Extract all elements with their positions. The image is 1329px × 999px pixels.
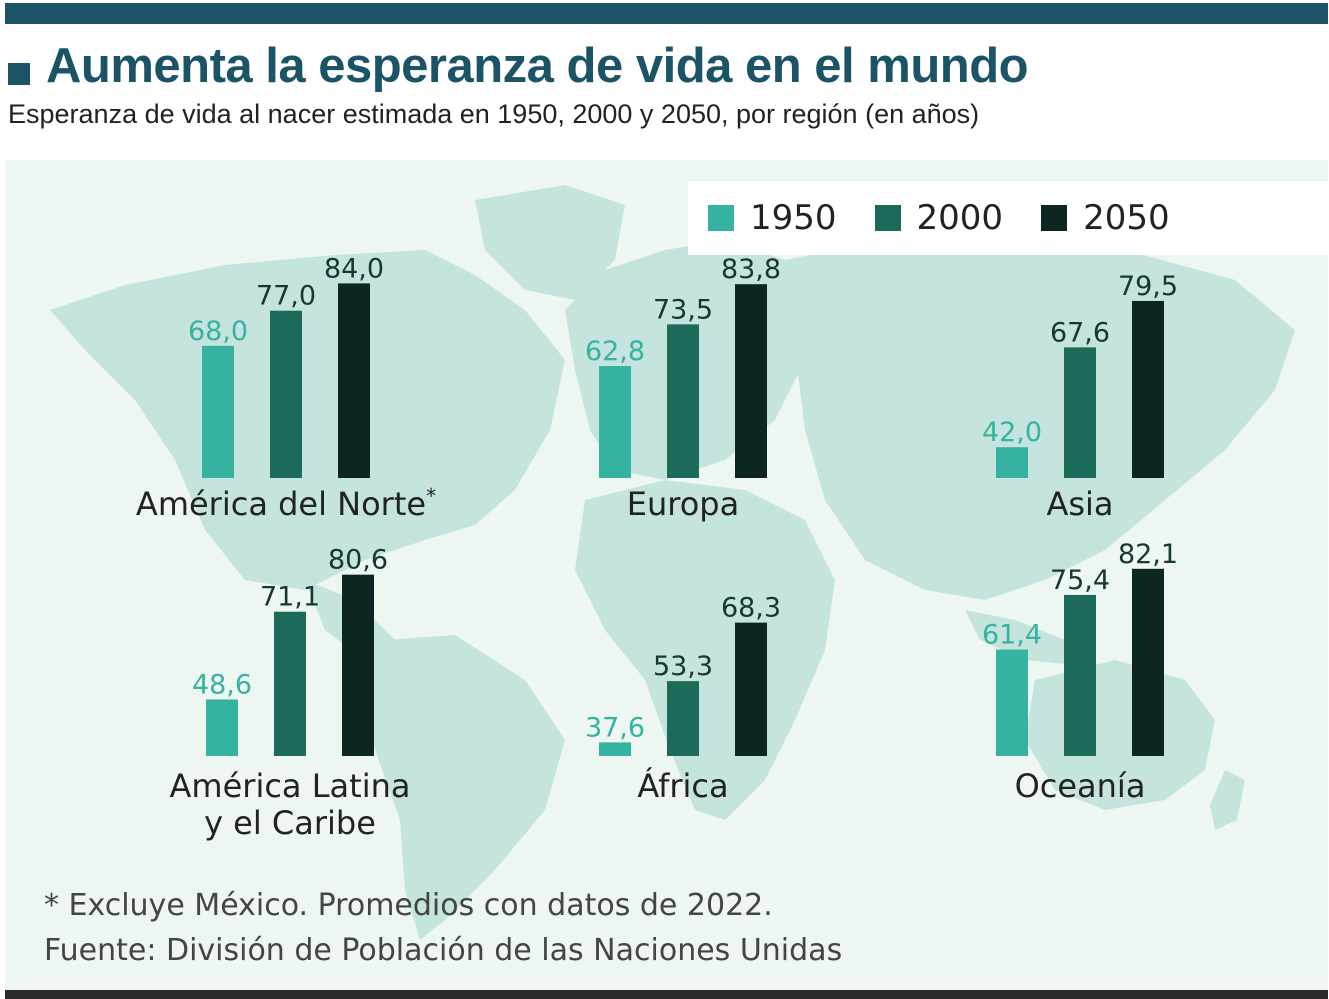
bar-oceania-2050 — [1132, 568, 1164, 756]
top-accent-bar — [5, 3, 1328, 24]
region-label-america-del-norte: América del Norte* — [136, 484, 436, 523]
region-label-europa: Europa — [627, 485, 739, 523]
value-label-africa-2000: 53,3 — [653, 651, 713, 682]
bar-oceania-1950 — [996, 649, 1028, 756]
world-map-panel — [5, 160, 1328, 990]
bar-america-del-norte-1950 — [202, 345, 234, 478]
value-label-oceania-2050: 82,1 — [1118, 539, 1178, 570]
value-label-america-del-norte-2000: 77,0 — [256, 281, 316, 312]
legend-swatch-1950 — [708, 205, 734, 231]
value-label-asia-2000: 67,6 — [1050, 317, 1110, 348]
value-label-oceania-2000: 75,4 — [1050, 565, 1110, 596]
bar-america-latina-y-el-caribe-2000 — [274, 611, 306, 756]
value-label-asia-1950: 42,0 — [982, 417, 1042, 448]
chart-legend: 1950 2000 2050 — [688, 181, 1328, 255]
bar-asia-2000 — [1064, 347, 1096, 478]
legend-label-2050: 2050 — [1083, 198, 1170, 238]
region-label-america-latina-y-el-caribe-line2: y el Caribe — [204, 804, 376, 842]
chart-subtitle: Esperanza de vida al nacer estimada en 1… — [8, 99, 980, 129]
bar-europa-1950 — [599, 366, 631, 478]
bar-america-latina-y-el-caribe-2050 — [342, 574, 374, 756]
value-label-africa-2050: 68,3 — [721, 593, 781, 624]
bar-europa-2050 — [735, 284, 767, 478]
legend-item-2000: 2000 — [874, 198, 1004, 238]
bar-america-latina-y-el-caribe-1950 — [206, 699, 238, 756]
value-label-america-latina-y-el-caribe-1950: 48,6 — [192, 669, 252, 700]
legend-item-1950: 1950 — [708, 198, 837, 238]
region-label-oceania: Oceanía — [1015, 767, 1146, 805]
legend-item-2050: 2050 — [1041, 198, 1170, 238]
bar-asia-2050 — [1132, 300, 1164, 478]
legend-swatch-2050 — [1041, 205, 1068, 231]
value-label-europa-2000: 73,5 — [653, 294, 713, 325]
value-label-europa-1950: 62,8 — [585, 336, 645, 367]
bar-europa-2000 — [667, 324, 699, 478]
region-label-asia: Asia — [1046, 485, 1113, 523]
bar-africa-2000 — [667, 681, 699, 756]
region-label-america-latina-y-el-caribe-line1: América Latina — [170, 767, 411, 805]
bottom-bar — [5, 990, 1328, 999]
footnote: * Excluye México. Promedios con datos de… — [44, 888, 773, 923]
legend-swatch-2000 — [874, 205, 901, 231]
legend-label-2000: 2000 — [916, 198, 1004, 238]
region-label-footnote-marker: * — [426, 484, 436, 508]
value-label-oceania-1950: 61,4 — [982, 620, 1042, 651]
value-label-europa-2050: 83,8 — [721, 254, 781, 285]
legend-label-1950: 1950 — [750, 198, 837, 238]
value-label-america-del-norte-1950: 68,0 — [188, 316, 248, 347]
title-row: Aumenta la esperanza de vida en el mundo — [8, 36, 1029, 96]
region-label-africa: África — [637, 767, 728, 805]
world-map-icon — [50, 185, 1295, 940]
bar-africa-1950 — [599, 742, 631, 756]
bar-oceania-2000 — [1064, 594, 1096, 756]
value-label-asia-2050: 79,5 — [1118, 271, 1178, 302]
bar-asia-1950 — [996, 447, 1028, 478]
bar-america-del-norte-2000 — [270, 310, 302, 478]
bar-america-del-norte-2050 — [338, 283, 370, 478]
chart-title: Aumenta la esperanza de vida en el mundo — [46, 39, 1029, 93]
bar-africa-2050 — [735, 622, 767, 756]
value-label-america-del-norte-2050: 84,0 — [324, 253, 384, 284]
value-label-africa-1950: 37,6 — [585, 712, 645, 743]
value-label-america-latina-y-el-caribe-2050: 80,6 — [328, 545, 388, 576]
source-note: Fuente: División de Población de las Nac… — [44, 933, 843, 968]
title-square-icon — [8, 63, 30, 85]
value-label-america-latina-y-el-caribe-2000: 71,1 — [260, 582, 320, 613]
